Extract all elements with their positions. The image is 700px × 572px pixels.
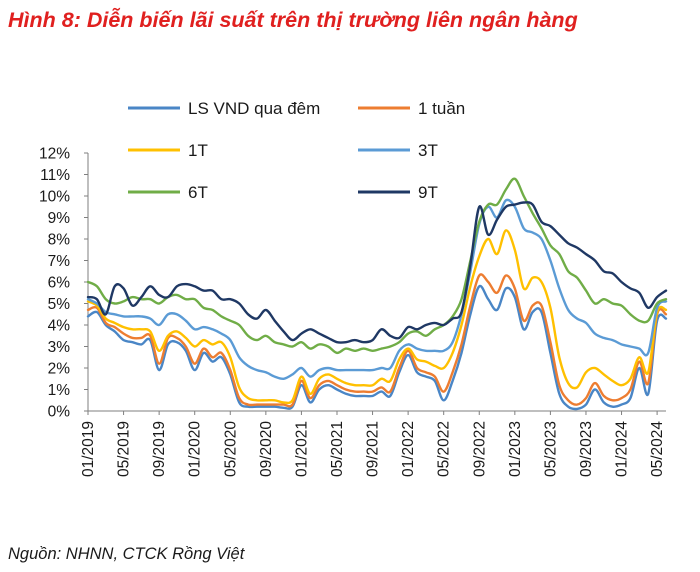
x-tick-label: 05/2023 bbox=[542, 421, 559, 477]
series-line-6t bbox=[86, 177, 668, 355]
legend-label: 1T bbox=[188, 141, 208, 160]
legend-entry: 3T bbox=[358, 141, 438, 160]
legend-label: 1 tuần bbox=[418, 99, 465, 118]
y-tick-label: 1% bbox=[48, 382, 71, 399]
x-tick-label: 01/2020 bbox=[187, 421, 204, 477]
y-tick-label: 0% bbox=[48, 404, 71, 421]
x-tick-label: 01/2023 bbox=[507, 421, 524, 477]
x-tick-label: 01/2024 bbox=[614, 421, 631, 477]
legend-entry: 1 tuần bbox=[358, 99, 465, 118]
series-line-3t bbox=[86, 198, 668, 381]
plot-area bbox=[86, 177, 668, 411]
y-tick-label: 6% bbox=[48, 275, 71, 292]
series-line-9t bbox=[86, 201, 668, 344]
x-tick-label: 05/2020 bbox=[222, 421, 239, 477]
x-tick-label: 09/2019 bbox=[151, 421, 168, 477]
y-tick-label: 2% bbox=[48, 361, 71, 378]
x-tick-label: 01/2022 bbox=[400, 421, 417, 477]
x-tick-label: 09/2020 bbox=[258, 421, 275, 477]
legend-label: LS VND qua đêm bbox=[188, 99, 320, 118]
y-tick-label: 10% bbox=[39, 189, 70, 206]
y-tick-label: 5% bbox=[48, 296, 71, 313]
legend-entry: 1T bbox=[128, 141, 208, 160]
y-tick-label: 3% bbox=[48, 339, 71, 356]
legend-label: 6T bbox=[188, 183, 208, 202]
x-tick-label: 05/2022 bbox=[436, 421, 453, 477]
x-tick-label: 05/2024 bbox=[649, 421, 666, 477]
series-line-ls-vnd-qua-dem bbox=[86, 284, 668, 411]
y-tick-label: 4% bbox=[48, 318, 71, 335]
legend-label: 3T bbox=[418, 141, 438, 160]
y-tick-label: 8% bbox=[48, 232, 71, 249]
x-tick-label: 09/2021 bbox=[365, 421, 382, 477]
y-tick-label: 11% bbox=[40, 167, 70, 184]
legend-label: 9T bbox=[418, 183, 438, 202]
x-tick-label: 09/2023 bbox=[578, 421, 595, 477]
series-line-1t bbox=[86, 229, 668, 405]
x-tick-label: 09/2022 bbox=[471, 421, 488, 477]
legend-entry: 6T bbox=[128, 183, 208, 202]
chart-title: Hình 8: Diễn biến lãi suất trên thị trườ… bbox=[8, 8, 578, 32]
chart-legend: LS VND qua đêm 1 tuần 1T 3T 6T 9T bbox=[128, 99, 465, 202]
line-chart: LS VND qua đêm 1 tuần 1T 3T 6T 9T 0% 1% 2% 3% 4% 5… bbox=[39, 99, 668, 477]
x-tick-label: 05/2019 bbox=[116, 421, 133, 477]
series-line-1-tuan bbox=[86, 273, 668, 408]
x-tick-label: 01/2019 bbox=[80, 421, 97, 477]
legend-entry: 9T bbox=[358, 183, 438, 202]
x-tick-label: 05/2021 bbox=[329, 421, 346, 477]
source-note: Nguồn: NHNN, CTCK Rồng Việt bbox=[8, 545, 245, 563]
x-axis: 01/2019 05/2019 09/2019 01/2020 05/2020 09/20… bbox=[80, 410, 666, 477]
x-tick-label: 01/2021 bbox=[293, 421, 310, 477]
y-tick-label: 12% bbox=[39, 146, 70, 163]
y-tick-label: 7% bbox=[48, 253, 71, 270]
legend-entry: LS VND qua đêm bbox=[128, 99, 320, 118]
y-tick-label: 9% bbox=[48, 210, 71, 227]
y-axis: 0% 1% 2% 3% 4% 5% 6% 7% 8% 9% 10% 11% 12% bbox=[39, 146, 89, 421]
